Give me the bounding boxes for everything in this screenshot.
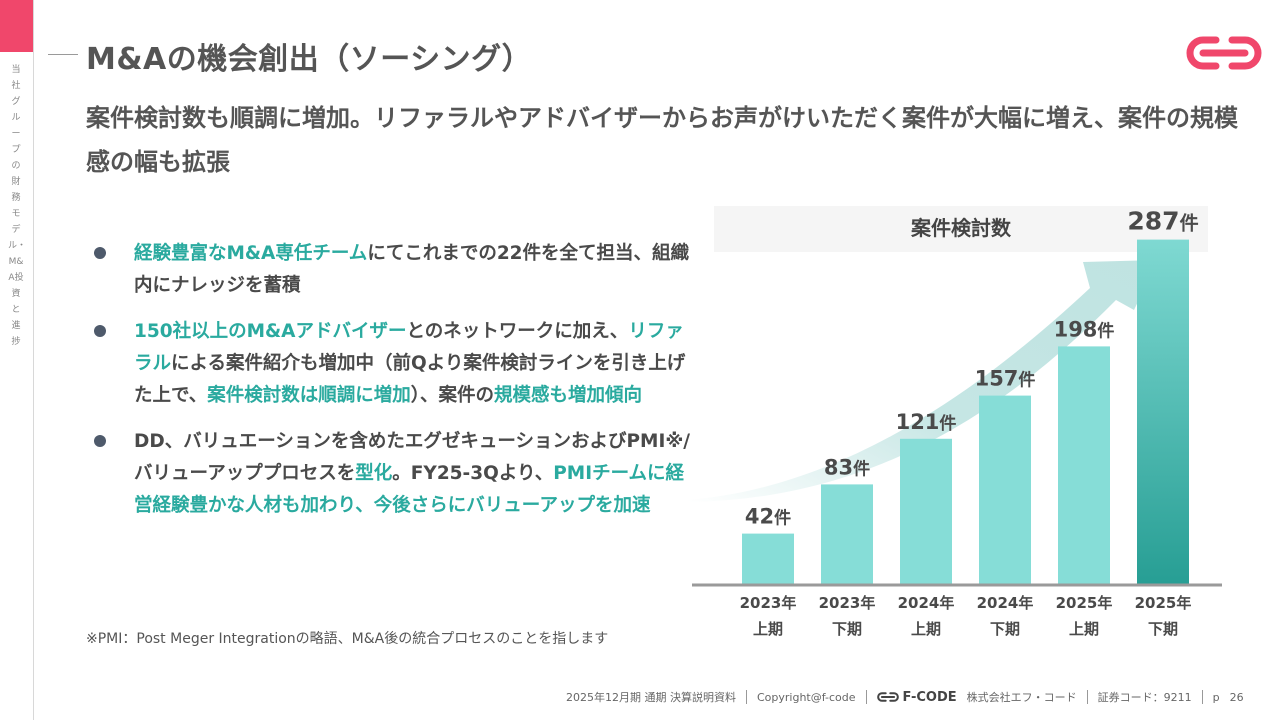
bullet-highlight: 規模感も増加傾向 xyxy=(494,385,643,406)
bar-3 xyxy=(900,438,952,584)
footer-company: 株式会社エフ・コード xyxy=(966,691,1077,704)
bullet-dot-icon xyxy=(94,435,106,447)
bullet-segment: ）、案件の xyxy=(410,385,495,406)
footer-code: 証券コード：9211 xyxy=(1097,691,1192,704)
x-tick-label-half: 下期 xyxy=(990,620,1020,638)
footer-page-number: 26 xyxy=(1229,690,1244,704)
footer-copyright: Copyright@f-code xyxy=(756,690,856,704)
footer-separator xyxy=(1086,690,1088,704)
footer-report: 2025年12月期 通期 決算説明資料 xyxy=(566,691,736,704)
x-tick-label-year: 2024年 xyxy=(898,594,955,612)
fcode-small-logo-icon xyxy=(876,692,899,702)
bullet-item: 経験豊富なM&A専任チームにてこれまでの22件を全て担当、組織内にナレッジを蓄積 xyxy=(92,238,692,302)
bar-2 xyxy=(821,484,873,584)
section-label: 当社グループの財務モデル・M&A投資と進捗 xyxy=(8,65,27,347)
bullet-text: 150社以上のM&Aアドバイザーとのネットワークに加え、リファラルによる案件紹介… xyxy=(134,316,692,412)
x-tick-label-half: 上期 xyxy=(1069,620,1099,638)
bar-value-label: 157件 xyxy=(975,367,1036,391)
x-tick-label-year: 2024年 xyxy=(977,594,1034,612)
bullet-segment: による案件紹介も増加中（前Qより案件検討ラインを引き上げた上で、 xyxy=(134,353,686,406)
bullet-highlight: 150社以上のM&Aアドバイザー xyxy=(134,321,407,342)
x-tick-label-half: 上期 xyxy=(911,620,941,638)
x-tick-label-half: 下期 xyxy=(1148,620,1178,638)
lead-message: 案件検討数も順調に増加。リファラルやアドバイザーからお声がけいただく案件が大幅に… xyxy=(86,104,1238,176)
bullet-highlight: 型化 xyxy=(355,463,393,484)
bullet-dot-icon xyxy=(94,247,106,259)
bar-value-label: 42件 xyxy=(745,505,791,529)
bar-value-label: 121件 xyxy=(896,410,957,434)
bullet-highlight: PMIチームに経営経験豊かな人材も加わり、今後さらにバリューアップを加速 xyxy=(134,463,685,516)
bar-value-label: 287件 xyxy=(1127,207,1198,236)
x-tick-label-year: 2023年 xyxy=(740,594,797,612)
growth-arrow-icon xyxy=(688,260,1158,502)
side-divider xyxy=(33,0,34,720)
bar-value-label: 198件 xyxy=(1054,317,1115,341)
footer-separator xyxy=(745,690,747,704)
bullet-highlight: 経験豊富なM&A専任チーム xyxy=(134,243,368,264)
bullet-highlight: リファラル xyxy=(134,321,684,374)
x-tick-label-year: 2025年 xyxy=(1056,594,1113,612)
fcode-logo-icon xyxy=(1186,36,1262,70)
footer-page-prefix: p xyxy=(1212,690,1220,704)
chart-title-box xyxy=(714,206,1208,252)
bullet-text: 経験豊富なM&A専任チームにてこれまでの22件を全て担当、組織内にナレッジを蓄積 xyxy=(134,238,692,302)
bullet-segment: にてこれまでの22件を全て担当、組織内にナレッジを蓄積 xyxy=(134,243,690,296)
bar-value-label: 83件 xyxy=(824,455,870,479)
footer: 2025年12月期 通期 決算説明資料 Copyright@f-code F-C… xyxy=(566,688,1266,706)
bar-1 xyxy=(742,533,794,584)
bullet-text: DD、バリュエーションを含めたエグゼキューションおよびPMI※/バリューアッププ… xyxy=(134,426,692,522)
bullet-highlight: 案件検討数は順調に増加 xyxy=(207,385,411,406)
footnote: ※PMI：Post Meger Integrationの略語、M&A後の統合プロ… xyxy=(86,631,609,647)
bullet-segment: 。FY25-3Qより、 xyxy=(392,463,554,484)
footer-brand: F-CODE xyxy=(876,689,957,705)
bar-6 xyxy=(1137,239,1189,584)
bullet-dot-icon xyxy=(94,325,106,337)
bar-4 xyxy=(979,395,1031,584)
chart-title: 案件検討数 xyxy=(910,216,1012,240)
bullet-segment: DD、バリュエーションを含めたエグゼキューションおよびPMI※/バリューアッププ… xyxy=(134,431,691,484)
bar-5 xyxy=(1058,346,1110,584)
bullet-segment: とのネットワークに加え、 xyxy=(406,321,629,342)
side-accent-bar xyxy=(0,0,33,52)
bullet-list: 経験豊富なM&A専任チームにてこれまでの22件を全て担当、組織内にナレッジを蓄積… xyxy=(92,238,692,536)
bullet-item: DD、バリュエーションを含めたエグゼキューションおよびPMI※/バリューアッププ… xyxy=(92,426,692,522)
bullet-item: 150社以上のM&Aアドバイザーとのネットワークに加え、リファラルによる案件紹介… xyxy=(92,316,692,412)
footer-separator xyxy=(865,690,867,704)
x-tick-label-half: 下期 xyxy=(832,620,862,638)
footer-brand-name: F-CODE xyxy=(902,689,957,705)
x-tick-label-year: 2023年 xyxy=(819,594,876,612)
x-tick-label-half: 上期 xyxy=(753,620,783,638)
page-title: M&Aの機会創出（ソーシング） xyxy=(86,42,533,77)
x-tick-label-year: 2025年 xyxy=(1135,594,1192,612)
footer-separator xyxy=(1201,690,1203,704)
title-rule xyxy=(48,54,78,55)
